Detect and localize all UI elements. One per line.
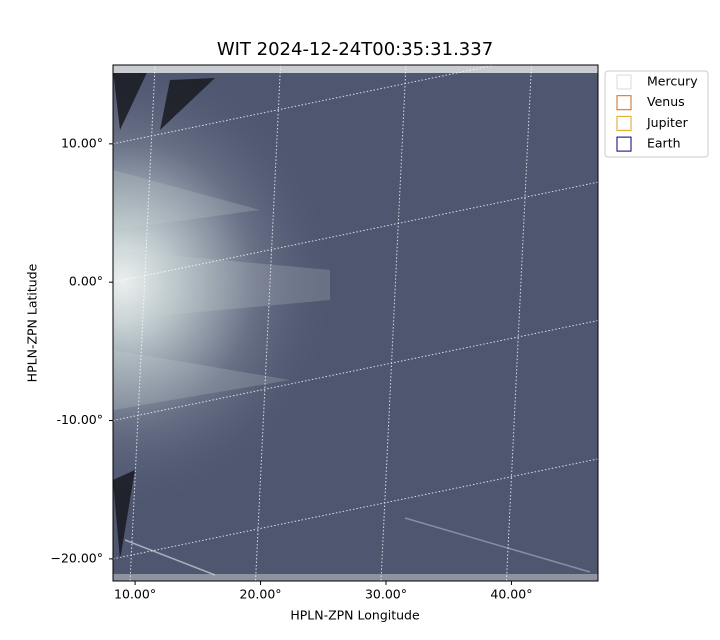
legend-swatch xyxy=(616,115,632,131)
grid-line xyxy=(255,65,282,581)
x-tick-label: 40.00° xyxy=(490,587,532,602)
legend-label: Venus xyxy=(647,94,685,109)
grid xyxy=(113,65,598,581)
y-tick-label: 0.00° xyxy=(69,274,103,289)
x-tick-label: 30.00° xyxy=(365,587,407,602)
y-tick-label: -10.00° xyxy=(56,412,103,427)
y-axis-label: HPLN-ZPN Latitude xyxy=(25,263,40,382)
y-tick-label: −20.00° xyxy=(50,550,103,565)
legend-label: Earth xyxy=(647,136,681,151)
legend-swatch xyxy=(616,74,632,90)
x-tick-label: 20.00° xyxy=(240,587,282,602)
legend-label: Mercury xyxy=(647,74,698,89)
plot-frame xyxy=(112,64,599,582)
grid-line xyxy=(129,65,156,581)
grid-line xyxy=(380,65,407,581)
legend-label: Jupiter xyxy=(646,115,689,130)
legend-swatch xyxy=(616,136,632,152)
chart-title: WIT 2024-12-24T00:35:31.337 xyxy=(217,39,493,60)
x-tick-label: 10.00° xyxy=(114,587,156,602)
grid-line xyxy=(505,65,532,581)
legend-swatch xyxy=(616,95,632,111)
x-axis-label: HPLN-ZPN Longitude xyxy=(290,608,420,623)
y-tick-label: 10.00° xyxy=(61,135,103,150)
image xyxy=(113,65,598,581)
legend xyxy=(604,70,709,158)
